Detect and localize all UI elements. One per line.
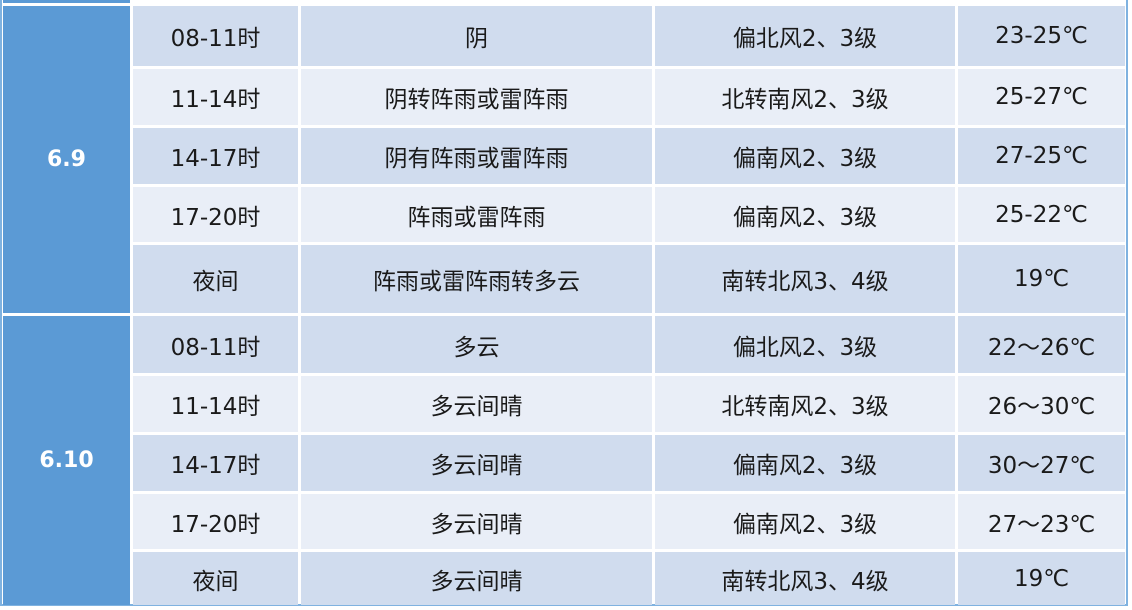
prev-date-cell (3, 0, 130, 3)
time-cell: 夜间 (133, 245, 298, 313)
weather-cell: 阴 (301, 6, 652, 66)
time-cell: 14-17时 (133, 435, 298, 491)
time-cell: 08-11时 (133, 316, 298, 373)
wind-cell: 偏北风2、3级 (655, 316, 955, 373)
date-cell: 6.9 (3, 6, 130, 313)
weather-cell: 阴有阵雨或雷阵雨 (301, 128, 652, 184)
time-cell: 14-17时 (133, 128, 298, 184)
temp-cell: 27～23℃ (958, 494, 1125, 549)
temp-cell: 22～26℃ (958, 316, 1125, 373)
temp-cell: 25-22℃ (958, 187, 1125, 242)
time-cell: 17-20时 (133, 187, 298, 242)
wind-cell: 偏南风2、3级 (655, 494, 955, 549)
wind-cell: 偏南风2、3级 (655, 435, 955, 491)
time-cell: 08-11时 (133, 6, 298, 66)
time-cell: 11-14时 (133, 69, 298, 125)
weather-cell: 多云间晴 (301, 552, 652, 605)
time-cell: 夜间 (133, 552, 298, 605)
date-cell: 6.10 (3, 316, 130, 605)
temp-cell: 25-27℃ (958, 69, 1125, 125)
weather-cell: 多云间晴 (301, 376, 652, 432)
temp-cell: 23-25℃ (958, 6, 1125, 66)
weather-cell: 阴转阵雨或雷阵雨 (301, 69, 652, 125)
temp-cell: 19℃ (958, 552, 1125, 605)
wind-cell: 北转南风2、3级 (655, 376, 955, 432)
prev-row-stub (133, 0, 1125, 3)
forecast-table: 6.9 08-11时阴偏北风2、3级 23-25℃ 11-14时 阴转阵雨或雷阵雨 北转南… (3, 0, 1125, 605)
temp-cell: 30～27℃ (958, 435, 1125, 491)
time-cell: 17-20时 (133, 494, 298, 549)
weather-cell: 多云 (301, 316, 652, 373)
wind-cell: 偏北风2、3级 (655, 6, 955, 66)
wind-cell: 南转北风3、4级 (655, 552, 955, 605)
weather-cell: 阵雨或雷阵雨 (301, 187, 652, 242)
temp-cell: 19℃ (958, 245, 1125, 313)
wind-cell: 偏南风2、3级 (655, 128, 955, 184)
wind-cell: 南转北风3、4级 (655, 245, 955, 313)
weather-cell: 多云间晴 (301, 435, 652, 491)
temp-cell: 27-25℃ (958, 128, 1125, 184)
temp-cell: 26～30℃ (958, 376, 1125, 432)
weather-cell: 多云间晴 (301, 494, 652, 549)
wind-cell: 北转南风2、3级 (655, 69, 955, 125)
time-cell: 11-14时 (133, 376, 298, 432)
weather-cell: 阵雨或雷阵雨转多云 (301, 245, 652, 313)
wind-cell: 偏南风2、3级 (655, 187, 955, 242)
